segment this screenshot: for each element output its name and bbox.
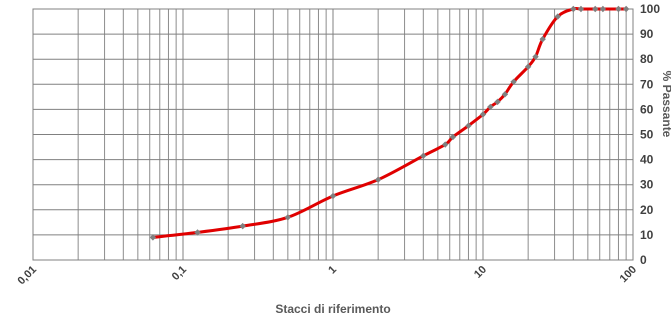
data-point (554, 13, 561, 20)
x-tick-label: 0,1 (170, 264, 189, 283)
data-point (449, 133, 457, 141)
data-point (570, 5, 577, 13)
data-point (622, 5, 630, 13)
y-tick-label: 40 (640, 153, 654, 167)
y-tick-label: 50 (640, 128, 654, 142)
data-point (239, 222, 246, 230)
y-tick-label: 20 (640, 203, 654, 217)
x-axis-title: Stacci di riferimento (275, 302, 390, 316)
data-point (532, 53, 539, 60)
y-tick-label: 0 (640, 253, 647, 267)
data-point (442, 141, 449, 148)
data-point (615, 5, 622, 13)
y-tick-label: 30 (640, 178, 654, 192)
data-point (539, 35, 546, 43)
y-tick-labels: 0 10 20 30 40 50 60 70 80 90 100 (640, 2, 660, 267)
plot-border (32, 8, 634, 261)
x-tick-label: 100 (618, 264, 639, 285)
x-tick-labels: 0,01 0,1 1 10 100 (15, 264, 639, 288)
data-point (494, 98, 501, 106)
series-layer (149, 5, 630, 241)
data-point (487, 103, 494, 111)
y-tick-label: 100 (640, 2, 660, 16)
data-point (149, 234, 157, 241)
y-tick-label: 80 (640, 52, 654, 66)
y-tick-label: 10 (640, 228, 654, 242)
data-point (510, 78, 517, 85)
x-tick-label: 1 (326, 264, 339, 277)
y-tick-label: 90 (640, 27, 654, 41)
data-point (194, 229, 201, 236)
data-point (592, 5, 599, 13)
y-axis-title: % Passante (660, 71, 671, 138)
data-point (501, 91, 509, 98)
x-tick-label: 0,01 (15, 264, 39, 288)
data-point (374, 176, 382, 183)
y-tick-label: 60 (640, 102, 654, 116)
data-point (577, 5, 585, 13)
data-point (465, 122, 472, 129)
y-tick-label: 70 (640, 77, 654, 91)
data-point (420, 152, 427, 160)
data-point (524, 63, 532, 70)
x-tick-label: 10 (472, 264, 489, 281)
data-point (284, 214, 292, 221)
data-point (329, 192, 337, 200)
data-point (599, 5, 607, 13)
data-point (479, 111, 487, 118)
